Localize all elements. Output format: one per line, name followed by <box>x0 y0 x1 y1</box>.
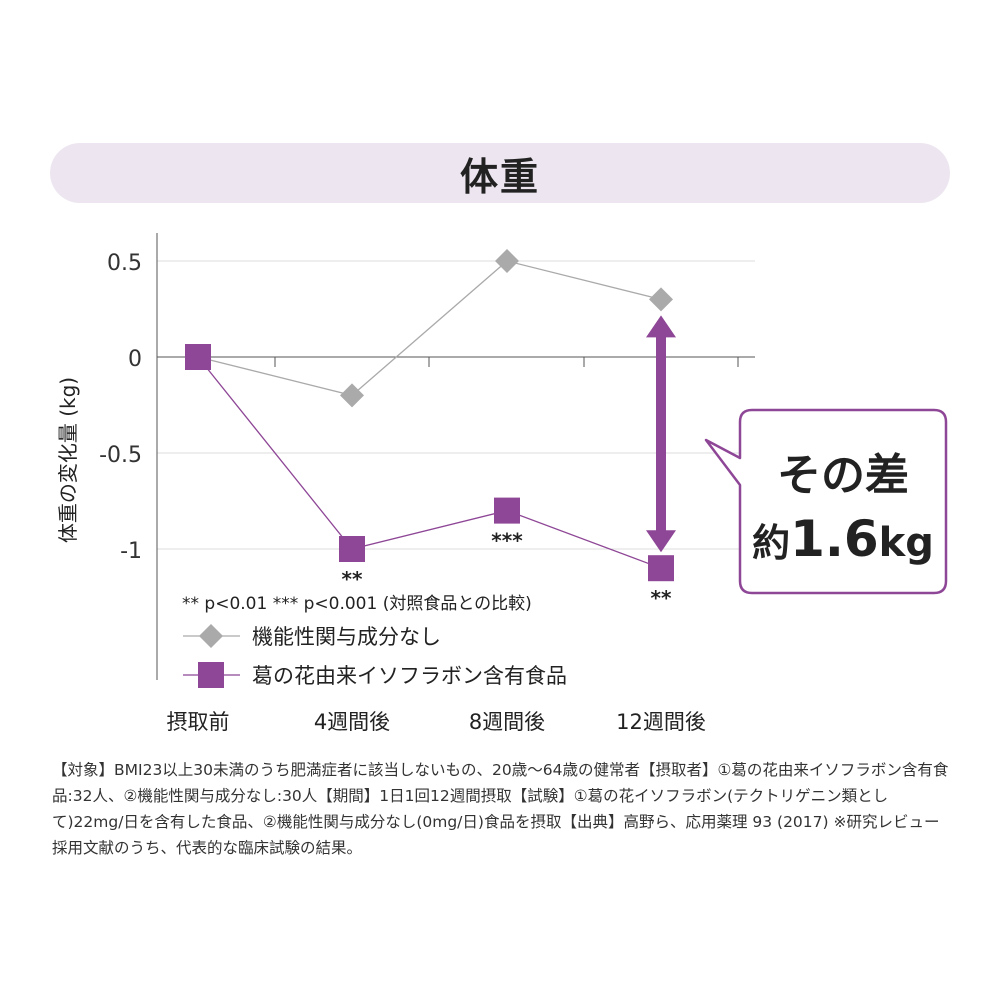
callout-bubble <box>704 408 948 595</box>
significance-note: ** p<0.01 *** p<0.001 (対照食品との比較) <box>182 594 532 614</box>
control-series-line <box>197 260 662 397</box>
legend-control-marker <box>199 624 223 648</box>
y-tick-label: 0.5 <box>107 251 142 276</box>
page-title: 体重 <box>459 154 540 199</box>
significance-marker: *** <box>491 529 523 553</box>
callout-line1: その差 <box>777 450 909 501</box>
x-tick-label: 4週間後 <box>314 710 390 734</box>
treatment-point <box>339 536 365 562</box>
title-banner: 体重 <box>50 143 950 203</box>
legend-treatment-marker <box>198 662 224 688</box>
study-footnote: 【対象】BMI23以上30未満のうち肥満症者に該当しないもの、20歳〜64歳の健… <box>52 761 949 857</box>
legend-control-label: 機能性関与成分なし <box>252 625 441 649</box>
y-tick-label: -0.5 <box>99 443 142 468</box>
treatment-point <box>185 344 211 370</box>
treatment-point <box>494 497 520 524</box>
callout-line2-unit: kg <box>879 520 934 566</box>
control-point <box>340 383 364 408</box>
y-axis-label: 体重の変化量 (kg) <box>56 377 80 543</box>
y-tick-label: -1 <box>120 539 142 564</box>
control-point <box>649 287 673 312</box>
control-point <box>495 249 519 273</box>
treatment-series-line <box>197 356 662 569</box>
x-tick-label: 摂取前 <box>167 710 230 734</box>
callout-line2: 約1.6kg <box>752 510 934 568</box>
x-tick-label: 12週間後 <box>616 710 706 734</box>
significance-marker: ** <box>651 586 672 610</box>
treatment-point <box>648 555 674 582</box>
significance-marker: ** <box>342 567 363 591</box>
callout-line2-number: 1.6 <box>790 510 879 568</box>
callout-line2-prefix: 約 <box>752 521 790 565</box>
legend-treatment-label: 葛の花由来イソフラボン含有食品 <box>252 664 567 688</box>
x-tick-label: 8週間後 <box>469 710 545 734</box>
y-tick-label: 0 <box>128 347 142 372</box>
difference-arrow <box>646 315 676 553</box>
